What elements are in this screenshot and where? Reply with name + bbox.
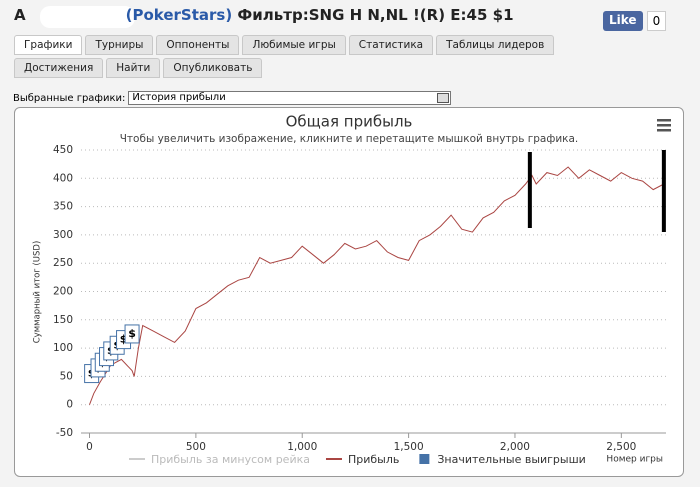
header: A (PokerStars) Фильтр:SNG H N,NL !(R) E:4… <box>14 6 514 24</box>
selector-value: История прибыли <box>132 92 226 103</box>
x-tick-label: 1,000 <box>287 441 317 453</box>
x-tick-label: 500 <box>186 441 206 453</box>
chart-panel: Общая прибыль Чтобы увеличить изображени… <box>14 107 684 477</box>
flag-label: $ <box>128 327 136 340</box>
redaction-bar <box>527 152 532 228</box>
y-tick-label: -50 <box>56 427 73 439</box>
like-widget: Like 0 <box>603 11 667 31</box>
legend-item[interactable]: Значительные выигрыши <box>419 453 586 466</box>
redaction <box>40 6 135 28</box>
tab[interactable]: Опубликовать <box>163 58 263 78</box>
tab[interactable]: Найти <box>106 58 161 78</box>
like-count: 0 <box>646 11 667 31</box>
y-axis-label: Суммарный итог (USD) <box>33 241 43 344</box>
y-tick-label: 250 <box>53 257 73 269</box>
x-tick-label: 2,500 <box>606 441 636 453</box>
tab[interactable]: Статистика <box>348 35 434 55</box>
like-button[interactable]: Like <box>603 11 643 31</box>
legend-label: Прибыль <box>348 453 399 466</box>
y-tick-label: 350 <box>53 201 73 213</box>
legend-item[interactable]: Прибыль за минусом рейка <box>129 453 310 466</box>
x-axis-label: Номер игры <box>606 455 663 465</box>
y-tick-label: 450 <box>53 144 73 156</box>
big-win-flag: $ <box>124 324 140 344</box>
menu-button[interactable] <box>657 119 671 132</box>
chart: Общая прибыль Чтобы увеличить изображени… <box>33 113 671 466</box>
chart-subtitle: Чтобы увеличить изображение, кликните и … <box>120 133 579 145</box>
letter: A <box>14 6 26 24</box>
chart-selector: Выбранные графики: История прибыли <box>13 91 452 105</box>
profit-line <box>89 166 665 405</box>
y-tick-label: 400 <box>53 172 73 184</box>
tab[interactable]: Любимые игры <box>242 35 346 55</box>
tab[interactable]: Оппоненты <box>156 35 240 55</box>
x-tick-label: 1,500 <box>394 441 424 453</box>
site: (PokerStars) <box>125 6 233 24</box>
y-tick-label: 50 <box>60 370 73 382</box>
legend-item[interactable]: Прибыль <box>325 453 399 466</box>
chart-title: Общая прибыль <box>286 113 413 131</box>
y-tick-label: 0 <box>66 399 73 411</box>
redaction-bar <box>661 150 666 232</box>
legend-label: Прибыль за минусом рейка <box>151 453 310 466</box>
dropdown-arrow <box>437 93 450 103</box>
select-box[interactable]: История прибыли <box>128 91 452 105</box>
legend-swatch <box>419 454 430 464</box>
legend-label: Значительные выигрыши <box>437 453 585 466</box>
y-tick-label: 150 <box>53 314 73 326</box>
tabs: Графики Турниры Оппоненты Любимые игры Стати… <box>14 35 634 78</box>
selector-label: Выбранные графики: <box>13 92 126 104</box>
flag <box>124 324 140 344</box>
tab[interactable]: Графики <box>14 35 83 55</box>
flag-label: $ <box>120 333 128 346</box>
x-tick-label: 2,000 <box>500 441 530 453</box>
tab[interactable]: Таблицы лидеров <box>436 35 555 55</box>
x-tick-label: 0 <box>86 441 93 453</box>
y-tick-label: 300 <box>53 229 73 241</box>
y-tick-label: 100 <box>53 342 73 354</box>
tab[interactable]: Турниры <box>85 35 154 55</box>
y-tick-label: 200 <box>53 286 73 298</box>
tab[interactable]: Достижения <box>14 58 104 78</box>
filter: Фильтр:SNG H N,NL !(R) E:45 $1 <box>237 6 514 24</box>
